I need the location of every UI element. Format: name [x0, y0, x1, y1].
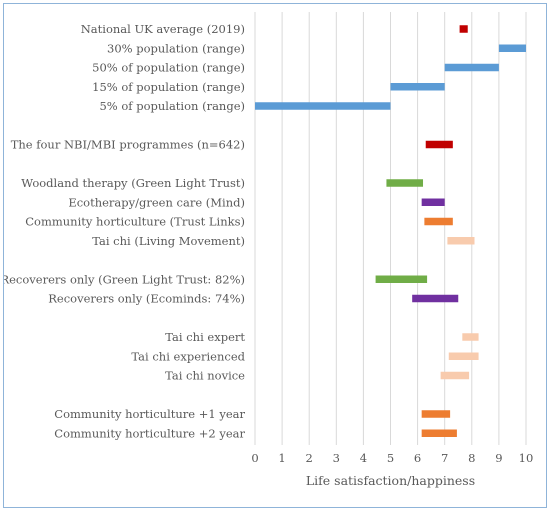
- category-label: 30% population (range): [107, 41, 245, 55]
- x-tick-label: 5: [387, 451, 394, 465]
- range-bar: [459, 25, 468, 33]
- category-label: Recoverers only (Ecominds: 74%): [48, 292, 245, 306]
- category-label: Community horticulture +1 year: [54, 407, 245, 421]
- category-label: Ecotherapy/green care (Mind): [68, 195, 245, 209]
- category-labels: National UK average (2019) 30% population…: [4, 22, 246, 440]
- x-tick-label: 6: [414, 451, 421, 465]
- category-label: National UK average (2019): [81, 22, 245, 36]
- range-bar: [421, 429, 457, 437]
- range-bar: [421, 198, 445, 206]
- category-label: 50% of population (range): [92, 61, 245, 75]
- range-bar: [412, 294, 459, 303]
- category-label: Tai chi (Living Movement): [92, 234, 245, 248]
- range-bar: [448, 352, 479, 360]
- category-label: Community horticulture +2 year: [54, 426, 245, 440]
- category-label: 5% of population (range): [99, 99, 245, 113]
- range-bar: [424, 217, 453, 226]
- chart-frame: National UK average (2019) 30% population…: [3, 3, 547, 508]
- category-label: Tai chi novice: [165, 369, 245, 383]
- range-bar: [421, 410, 451, 418]
- category-label: Recoverers only (Green Light Trust: 82%): [4, 272, 245, 286]
- range-bar: [386, 179, 424, 187]
- x-tick-label: 0: [251, 451, 258, 465]
- range-bar: [255, 102, 391, 110]
- category-label: Tai chi experienced: [131, 349, 245, 363]
- range-bar: [375, 275, 428, 283]
- x-tick-label: 2: [306, 451, 313, 465]
- gridlines: [254, 12, 527, 445]
- category-label: Woodland therapy (Green Light Trust): [21, 176, 245, 190]
- x-axis-title: Life satisfaction/happiness: [306, 473, 475, 488]
- range-bar: [498, 44, 526, 52]
- x-tick-label: 9: [495, 451, 502, 465]
- x-tick-label: 7: [441, 451, 448, 465]
- x-tick-label: 3: [333, 451, 340, 465]
- range-bar: [425, 140, 453, 149]
- range-bar: [447, 237, 475, 245]
- category-label: Community horticulture (Trust Links): [25, 215, 245, 229]
- category-label: Tai chi expert: [165, 330, 245, 344]
- range-bar: [444, 63, 499, 72]
- bars: [255, 25, 526, 437]
- category-label: 15% of population (range): [92, 80, 245, 94]
- x-tick-labels: 0 1 2 3 4 5 6 7 8 9 10: [251, 451, 533, 465]
- range-bar: [462, 333, 479, 341]
- x-tick-label: 4: [360, 451, 367, 465]
- x-tick-label: 10: [519, 451, 534, 465]
- x-tick-label: 8: [468, 451, 475, 465]
- range-bar: [440, 371, 470, 380]
- range-bar-chart: National UK average (2019) 30% population…: [4, 12, 533, 488]
- category-label: The four NBI/MBI programmes (n=642): [11, 138, 245, 152]
- x-tick-label: 1: [278, 451, 285, 465]
- range-bar: [390, 83, 445, 91]
